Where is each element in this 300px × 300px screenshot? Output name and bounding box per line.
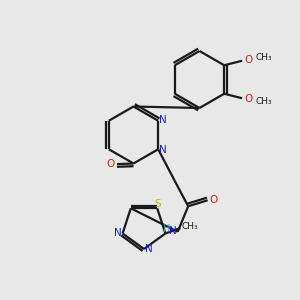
Text: CH₃: CH₃ <box>256 53 272 62</box>
Text: N: N <box>169 226 177 236</box>
Text: N: N <box>159 146 167 155</box>
Text: O: O <box>106 159 115 169</box>
Text: CH₃: CH₃ <box>256 97 272 106</box>
Text: N: N <box>145 244 153 254</box>
Text: CH₃: CH₃ <box>181 222 198 231</box>
Text: O: O <box>245 55 253 65</box>
Text: N: N <box>114 229 122 238</box>
Text: N: N <box>159 115 167 124</box>
Text: H: H <box>163 224 170 234</box>
Text: O: O <box>245 94 253 104</box>
Text: S: S <box>155 199 161 209</box>
Text: O: O <box>210 195 218 205</box>
